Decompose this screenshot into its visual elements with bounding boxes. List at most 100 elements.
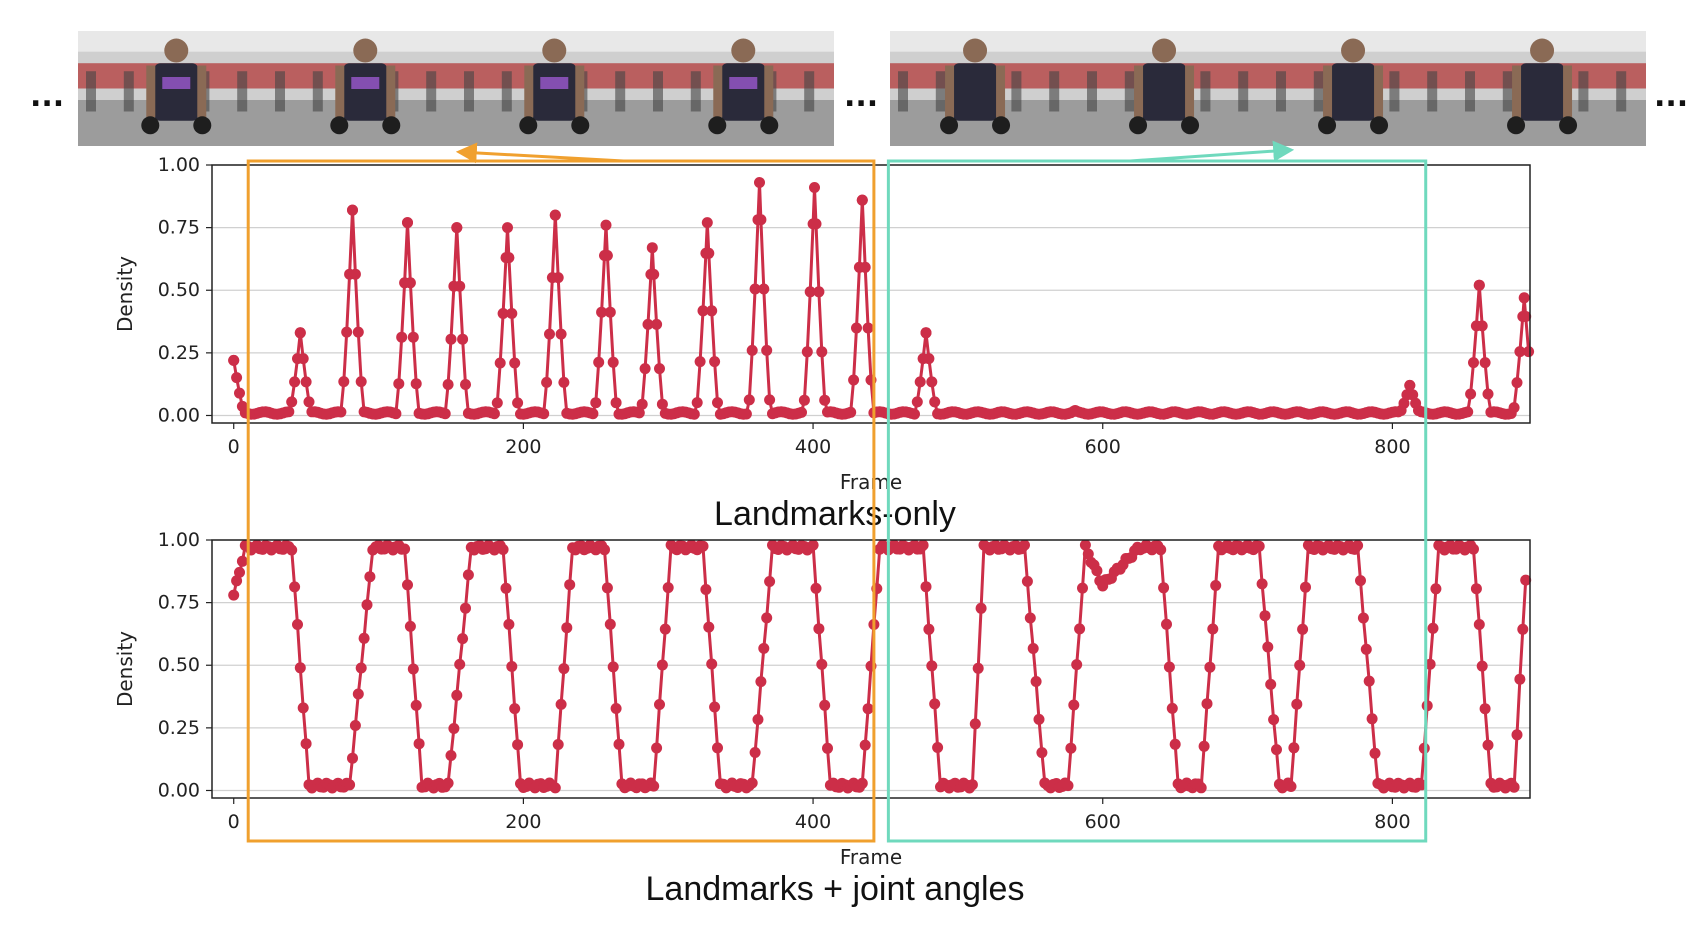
- data-point: [816, 658, 828, 670]
- frame-person-torso: [1142, 63, 1187, 121]
- frame-person-arm: [1374, 65, 1384, 118]
- data-point: [1404, 379, 1416, 391]
- frame-person-arm: [1185, 65, 1195, 118]
- y-tick-label: 1.00: [158, 529, 200, 551]
- frame-person-head: [542, 38, 567, 63]
- data-point: [1482, 739, 1494, 751]
- frame-gym-equipment: [1124, 71, 1135, 112]
- data-point: [349, 720, 361, 731]
- data-point: [801, 346, 813, 358]
- data-point: [1520, 574, 1532, 586]
- data-point: [648, 780, 660, 792]
- data-point: [300, 738, 312, 750]
- data-point: [231, 575, 243, 587]
- data-point: [1398, 397, 1410, 409]
- data-point: [1207, 623, 1219, 635]
- chart-subtitle: Landmarks + joint angles: [646, 870, 1025, 908]
- frame-gym-equipment: [653, 71, 663, 112]
- data-point: [764, 576, 776, 587]
- frame-person-torso: [343, 63, 388, 121]
- data-point: [929, 396, 941, 408]
- data-point: [347, 204, 358, 216]
- y-tick-label: 0.75: [158, 592, 200, 614]
- data-point: [1288, 742, 1300, 754]
- data-point: [1271, 744, 1282, 756]
- data-point: [228, 589, 240, 601]
- data-point: [590, 397, 602, 409]
- frame-person-arm: [524, 65, 534, 118]
- data-point: [462, 569, 474, 581]
- data-point: [289, 376, 301, 388]
- data-point: [538, 408, 550, 420]
- data-point: [1268, 714, 1280, 726]
- frame-person-arm: [197, 65, 207, 118]
- data-point: [656, 659, 668, 671]
- filmstrip: ... ... ...: [30, 31, 1688, 146]
- data-point: [761, 612, 773, 624]
- data-point: [1468, 543, 1479, 555]
- data-point: [1473, 279, 1485, 291]
- data-point: [706, 305, 718, 317]
- frame-person-arm: [386, 65, 396, 118]
- data-point: [761, 344, 773, 356]
- data-point: [809, 182, 820, 193]
- video-frame: [645, 31, 834, 146]
- frame-person-head: [1530, 38, 1555, 63]
- data-point: [845, 406, 857, 418]
- data-point: [1415, 779, 1427, 791]
- data-point: [662, 582, 674, 594]
- video-frame: [78, 31, 267, 146]
- x-tick-label: 200: [505, 811, 541, 833]
- data-point: [862, 703, 874, 715]
- video-frame: [1457, 31, 1646, 146]
- data-point: [709, 356, 721, 368]
- y-axis-title: Density: [113, 256, 137, 332]
- data-point: [709, 701, 721, 713]
- frame-dumbbell: [760, 116, 779, 135]
- data-point: [610, 397, 622, 409]
- data-point: [445, 750, 457, 761]
- data-point: [688, 408, 700, 420]
- data-point: [607, 356, 619, 368]
- data-point: [856, 194, 868, 206]
- data-point: [396, 331, 408, 343]
- y-tick-label: 0.50: [158, 279, 200, 301]
- data-point: [303, 396, 315, 408]
- data-point: [404, 620, 416, 632]
- data-point: [457, 633, 469, 645]
- data-point: [1036, 747, 1048, 759]
- x-axis-title: Frame: [840, 470, 902, 494]
- data-point: [1265, 678, 1277, 690]
- data-point: [454, 658, 466, 670]
- data-point: [599, 544, 610, 556]
- frame-gym-equipment: [237, 71, 248, 112]
- data-point: [364, 571, 376, 583]
- data-point: [1091, 565, 1103, 577]
- data-point: [746, 777, 758, 789]
- x-tick-label: 800: [1374, 811, 1410, 833]
- highlight-box-orange: [246, 159, 876, 843]
- frame-gym-equipment: [275, 71, 285, 112]
- data-point: [752, 714, 764, 725]
- y-tick-label: 0.00: [158, 779, 200, 801]
- data-point: [552, 739, 564, 750]
- frame-dumbbell: [1559, 116, 1578, 135]
- data-point: [407, 663, 419, 675]
- frame-person-torso: [953, 63, 998, 121]
- data-point: [286, 544, 298, 556]
- frame-gym-equipment: [312, 71, 323, 112]
- data-point: [1079, 539, 1091, 551]
- frame-gym-equipment: [1502, 71, 1513, 112]
- series-line: [232, 181, 1531, 416]
- frame-dumbbell: [1318, 116, 1337, 135]
- data-point: [1074, 623, 1086, 635]
- plot-frame: [211, 164, 1531, 424]
- video-frame: [890, 31, 1079, 146]
- arrow-orange: [455, 142, 624, 164]
- data-point: [1166, 702, 1178, 714]
- data-point: [796, 406, 807, 418]
- data-point: [358, 632, 370, 644]
- data-point: [1291, 698, 1303, 710]
- frame-ceiling: [1268, 31, 1457, 52]
- data-point: [349, 268, 361, 280]
